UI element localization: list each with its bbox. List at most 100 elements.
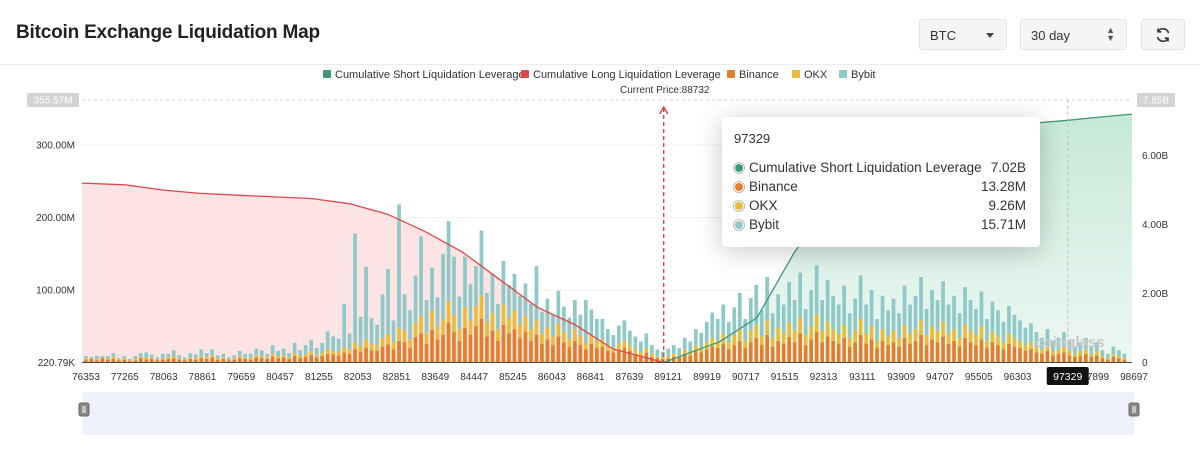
binance-bar [930, 339, 934, 363]
binance-bar [1040, 353, 1044, 363]
y-right-tick-label: 4.00B [1142, 220, 1168, 231]
bybit-bar [122, 356, 127, 359]
binance-bar [924, 345, 929, 363]
binance-bar [776, 340, 780, 363]
okx-bar [402, 330, 407, 343]
zoom-handle-right[interactable] [1128, 402, 1140, 417]
binance-bar [1089, 356, 1094, 363]
bybit-bar [858, 275, 863, 319]
bybit-bar [1012, 314, 1017, 338]
bybit-bar [952, 295, 956, 330]
binance-bar [166, 358, 171, 363]
okx-bar [512, 310, 517, 330]
bybit-bar [1023, 327, 1028, 346]
okx-bar [534, 320, 539, 335]
zoom-track [83, 392, 1134, 435]
binance-bar [320, 356, 324, 363]
binance-bar [979, 339, 984, 363]
bybit-bar [693, 329, 698, 345]
x-tick-label: 78861 [189, 372, 217, 383]
binance-bar [1084, 353, 1088, 363]
bybit-bar [611, 334, 616, 348]
binance-bar [496, 340, 500, 363]
okx-bar [930, 326, 934, 340]
bybit-bar [117, 358, 121, 360]
binance-bar [787, 337, 791, 363]
bybit-bar [424, 300, 429, 333]
binance-bar [128, 361, 132, 363]
bybit-bar [518, 295, 522, 325]
bybit-bar [803, 308, 808, 335]
okx-bar [1106, 358, 1110, 360]
okx-bar [342, 347, 346, 353]
okx-bar [1007, 333, 1011, 344]
okx-bar [869, 326, 874, 340]
y-right-tick-label: 6.00B [1142, 151, 1168, 162]
series-dot-icon [734, 200, 744, 211]
okx-bar [441, 319, 445, 335]
binance-bar [254, 357, 258, 363]
bybit-bar [946, 304, 951, 334]
binance-bar [759, 345, 764, 363]
bybit-bar [463, 256, 467, 308]
binance-bar [507, 333, 511, 363]
bybit-bar [474, 266, 478, 306]
binance-bar [836, 343, 841, 363]
okx-bar [474, 305, 478, 327]
binance-bar [1007, 343, 1011, 363]
binance-bar [732, 345, 737, 363]
okx-bar [1100, 356, 1105, 359]
okx-bar [682, 349, 687, 354]
binance-bar [457, 340, 462, 363]
bybit-bar [682, 337, 687, 350]
bybit-bar [715, 319, 720, 341]
bybit-bar [1117, 350, 1121, 356]
binance-bar [660, 358, 665, 363]
binance-bar [693, 350, 698, 363]
binance-bar [375, 350, 379, 363]
bybit-bar [655, 349, 660, 357]
okx-bar [688, 351, 693, 356]
binance-bar [677, 357, 682, 363]
range-select-value: 30 day [1031, 28, 1071, 43]
okx-bar [693, 345, 698, 351]
bybit-bar [419, 236, 423, 317]
coin-select[interactable]: BTC [919, 19, 1007, 50]
okx-bar [902, 324, 907, 338]
okx-bar [232, 358, 237, 360]
binance-bar [292, 356, 297, 363]
bybit-bar [699, 332, 704, 348]
binance-bar [875, 348, 879, 363]
okx-bar [435, 326, 440, 340]
bybit-bar [853, 298, 857, 331]
okx-bar [957, 337, 962, 347]
okx-bar [573, 329, 577, 341]
binance-bar [913, 340, 918, 363]
zoom-handle-left[interactable] [78, 402, 90, 417]
bybit-bar [814, 265, 819, 315]
bybit-bar [644, 333, 649, 348]
zoom-slider[interactable] [78, 392, 1140, 435]
bybit-bar [452, 256, 456, 315]
bybit-bar [1034, 332, 1039, 347]
okx-bar [567, 339, 572, 347]
okx-bar [814, 314, 819, 333]
okx-bar [166, 357, 171, 359]
x-tick-label: 86841 [577, 372, 605, 383]
binance-bar [446, 322, 451, 363]
bybit-bar [347, 333, 352, 350]
bybit-bar [913, 295, 918, 330]
binance-bar [578, 345, 583, 363]
okx-bar [122, 358, 127, 360]
refresh-button[interactable] [1141, 19, 1185, 50]
okx-bar [803, 335, 808, 346]
okx-bar [144, 357, 149, 360]
binance-bar [1051, 355, 1055, 363]
range-select[interactable]: 30 day ▲ ▼ [1020, 19, 1127, 50]
x-tick-label: 89919 [693, 372, 721, 383]
binance-bar [309, 355, 313, 363]
okx-bar [650, 353, 654, 357]
bybit-bar [248, 353, 253, 359]
binance-bar [847, 346, 852, 363]
okx-bar [397, 327, 401, 341]
